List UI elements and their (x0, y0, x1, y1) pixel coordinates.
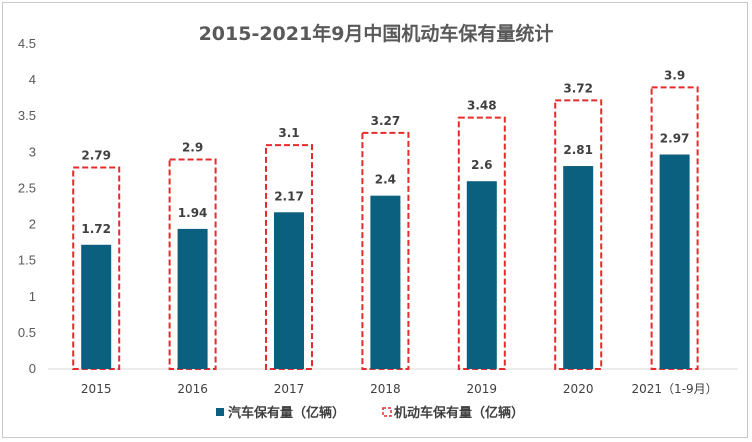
motor-vehicle-value-label: 3.1 (278, 126, 299, 140)
car-bar (563, 166, 594, 369)
car-bar (177, 228, 208, 369)
legend-label-car: 汽车保有量（亿辆） (228, 405, 345, 421)
x-tick-label: 2021（1-9月） (632, 382, 718, 396)
x-tick-label: 2019 (467, 382, 498, 396)
motor-vehicle-value-label: 2.79 (81, 149, 111, 163)
car-value-label: 1.94 (178, 206, 208, 220)
y-tick-label: 2 (29, 217, 36, 232)
legend-label-motor: 机动车保有量（亿辆） (394, 405, 524, 421)
y-tick-label: 0 (29, 361, 36, 376)
y-axis: 0 0.5 1 1.5 2 2.5 3 3.5 4 4.5 (18, 36, 36, 376)
motor-vehicle-value-label: 3.72 (563, 81, 593, 95)
y-tick-label: 4.5 (18, 36, 36, 51)
y-tick-label: 0.5 (18, 325, 36, 340)
y-tick-label: 1 (29, 289, 36, 304)
car-value-label: 2.4 (375, 173, 396, 187)
car-bar (370, 195, 401, 369)
legend: 汽车保有量（亿辆） 机动车保有量（亿辆） (216, 405, 524, 421)
y-tick-label: 3 (29, 144, 36, 159)
x-tick-label: 2020 (563, 382, 594, 396)
car-bar (81, 244, 112, 369)
y-tick-label: 3.5 (18, 108, 36, 123)
car-bar (466, 181, 497, 369)
y-tick-label: 4 (29, 72, 36, 87)
motor-vehicle-box (361, 131, 410, 370)
motor-vehicle-box (650, 86, 699, 370)
legend-swatch-motor (382, 407, 392, 417)
x-tick-label: 2016 (177, 382, 208, 396)
chart-title: 2015-2021年9月中国机动车保有量统计 (199, 22, 554, 45)
car-bar (659, 154, 690, 369)
motor-vehicle-value-label: 2.9 (182, 141, 203, 155)
x-tick-label: 2015 (81, 382, 112, 396)
legend-swatch-car (216, 408, 224, 416)
y-tick-label: 1.5 (18, 253, 36, 268)
y-tick-label: 2.5 (18, 180, 36, 195)
motor-vehicle-box (168, 158, 217, 370)
motor-vehicle-value-label: 3.48 (467, 99, 497, 113)
car-value-label: 2.81 (563, 143, 593, 157)
motor-vehicle-value-label: 3.9 (664, 68, 685, 82)
car-value-label: 2.6 (471, 158, 492, 172)
x-axis: 2015 2016 2017 2018 2019 2020 2021（1-9月） (81, 382, 718, 396)
car-value-label: 2.17 (274, 189, 304, 203)
car-bar (274, 212, 304, 369)
x-tick-label: 2017 (274, 382, 305, 396)
car-value-label: 1.72 (81, 222, 111, 236)
x-tick-label: 2018 (370, 382, 401, 396)
bars: 2.79 1.72 2.9 1.94 3.1 2.17 3.27 2.4 3.48 2.6 3.72… (72, 68, 699, 370)
motor-vehicle-value-label: 3.27 (371, 114, 401, 128)
car-value-label: 2.97 (660, 132, 690, 146)
